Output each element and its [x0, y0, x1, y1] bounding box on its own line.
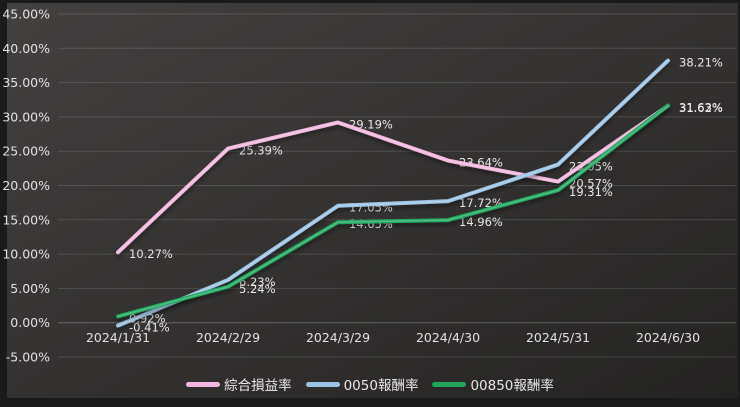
series-line-etf-00850 — [116, 103, 670, 319]
plot-background — [7, 3, 738, 398]
data-label-composite-pnl: 25.39% — [239, 144, 283, 158]
x-axis-labels: 2024/1/31 2024/2/29 2024/3/29 2024/4/30 2024… — [86, 330, 700, 345]
series-highlight-etf-0050 — [117, 59, 669, 327]
x-tick-label: 2024/3/29 — [306, 330, 370, 345]
x-tick-label: 2024/4/30 — [416, 330, 480, 345]
data-label-etf-00850: 5.24% — [239, 282, 276, 296]
chart-legend: 綜合損益率 0050報酬率 00850報酬率 — [0, 374, 740, 394]
y-tick-label: 10.00% — [2, 247, 50, 262]
x-tick-label: 2024/1/31 — [86, 330, 150, 345]
y-tick-label: 45.00% — [2, 7, 50, 22]
data-label-etf-0050: 38.21% — [679, 56, 723, 70]
legend-item-composite-pnl: 綜合損益率 — [186, 374, 292, 394]
y-tick-label: 20.00% — [2, 178, 50, 193]
data-label-composite-pnl: 31.62% — [679, 101, 723, 115]
series-line-etf-0050 — [116, 58, 670, 328]
data-label-etf-00850: 0.92% — [129, 311, 166, 325]
data-label-etf-00850: 14.96% — [459, 215, 503, 229]
y-tick-label: 15.00% — [2, 212, 50, 227]
y-tick-label: 40.00% — [2, 41, 50, 56]
series-highlight-composite-pnl — [117, 105, 669, 253]
legend-swatch-composite-pnl — [186, 381, 221, 387]
gridlines — [58, 13, 736, 358]
y-tick-label: 30.00% — [2, 109, 50, 124]
y-tick-label: 0.00% — [10, 315, 50, 330]
y-tick-label: 5.00% — [10, 281, 50, 296]
legend-swatch-etf-0050 — [305, 381, 340, 387]
y-tick-label: 35.00% — [2, 75, 50, 90]
x-tick-label: 2024/6/30 — [636, 330, 700, 345]
series-highlight-etf-00850 — [117, 104, 669, 318]
data-label-composite-pnl: 10.27% — [129, 247, 173, 261]
data-label-etf-0050: 6.23% — [239, 275, 276, 289]
series-line-composite-pnl — [116, 103, 670, 255]
legend-label-etf-0050: 0050報酬率 — [343, 378, 419, 394]
y-axis-labels: 45.00% 40.00% 35.00% 30.00% 25.00% 20.00% 15.0… — [2, 7, 50, 365]
data-label-etf-0050: -0.41% — [129, 321, 170, 335]
legend-label-composite-pnl: 綜合損益率 — [224, 378, 292, 394]
data-label-etf-00850: 19.31% — [569, 185, 613, 199]
legend-item-etf-0050: 0050報酬率 — [305, 374, 419, 394]
legend-label-etf-00850: 00850報酬率 — [470, 378, 554, 394]
series-lines — [116, 58, 670, 328]
x-tick-label: 2024/2/29 — [196, 330, 260, 345]
data-label-etf-00850: 31.63% — [679, 101, 723, 115]
data-label-composite-pnl: 20.57% — [569, 177, 613, 191]
legend-swatch-etf-00850 — [432, 381, 467, 387]
x-tick-label: 2024/5/31 — [526, 330, 590, 345]
y-tick-label: 25.00% — [2, 144, 50, 159]
y-tick-label: -5.00% — [6, 350, 50, 365]
legend-item-etf-00850: 00850報酬率 — [432, 374, 554, 394]
